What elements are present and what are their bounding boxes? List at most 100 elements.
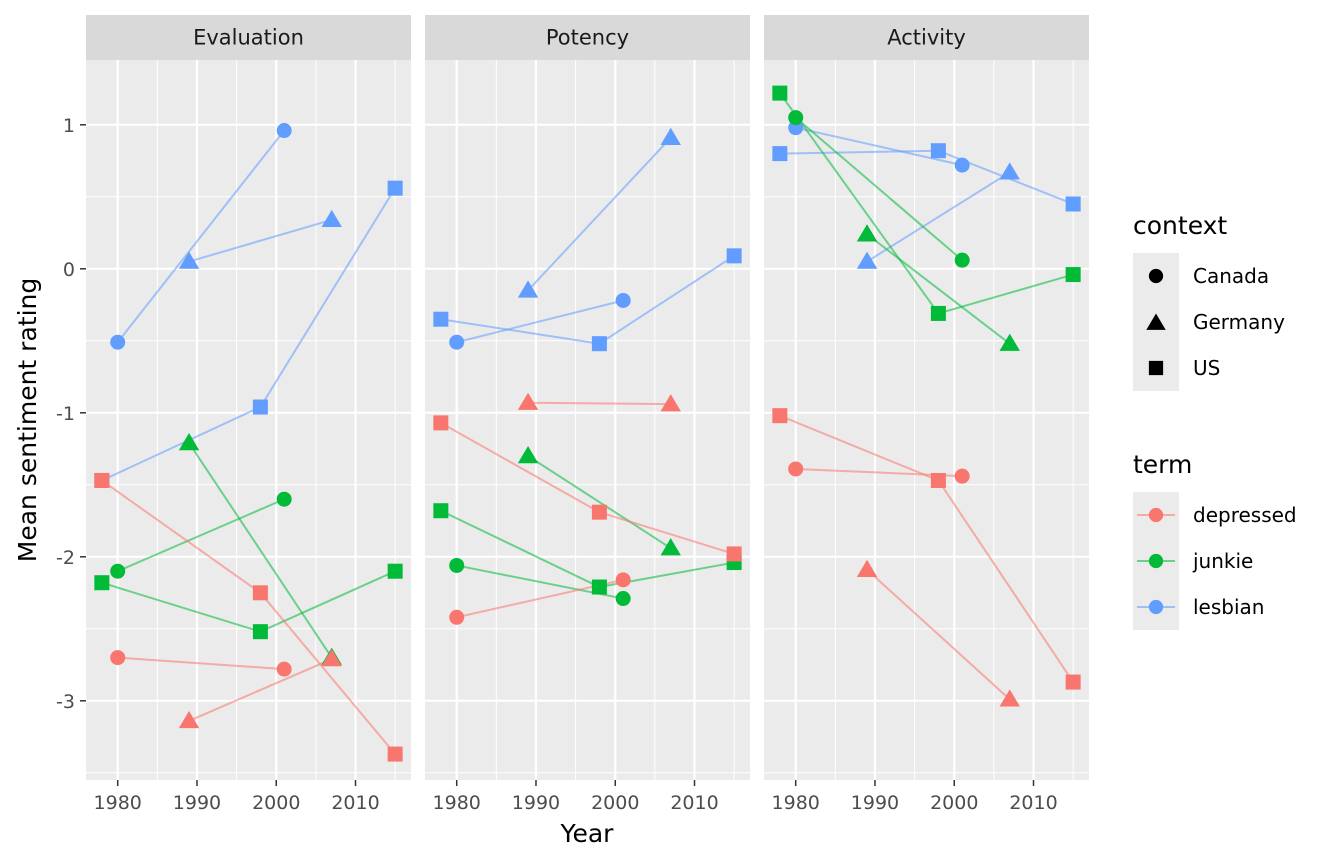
x-tick-label: 1990 — [173, 792, 221, 814]
data-point-junkie-us — [433, 503, 449, 519]
y-axis: 1 0 -1 -2 -3 — [56, 115, 86, 713]
data-point-junkie-us — [930, 305, 946, 321]
legend-title-context: context — [1133, 211, 1227, 240]
data-point-junkie-us — [94, 575, 110, 591]
legend-key-point-depressed — [1148, 507, 1164, 523]
data-point-junkie-canada — [788, 110, 804, 126]
data-point-depressed-canada — [276, 661, 292, 677]
data-point-junkie-us — [772, 85, 788, 101]
legend-key-circle — [1148, 268, 1164, 284]
data-point-junkie-canada — [110, 563, 126, 579]
data-point-lesbian-us — [772, 146, 788, 162]
data-point-lesbian-us — [930, 143, 946, 159]
legend-label-germany: Germany — [1193, 310, 1285, 334]
data-point-junkie-canada — [954, 252, 970, 268]
series-line-depressed-germany — [866, 569, 1011, 701]
data-point-depressed-canada — [954, 468, 970, 484]
data-point-junkie-canada — [615, 591, 631, 607]
data-point-lesbian-germany — [321, 209, 342, 228]
x-tick-label: 1990 — [851, 792, 899, 814]
data-point-depressed-us — [387, 746, 403, 762]
legend-context: context Canada Germany US — [1133, 211, 1285, 391]
data-point-junkie-germany — [999, 333, 1020, 351]
y-tick-label: 1 — [63, 115, 75, 137]
data-point-lesbian-germany — [999, 162, 1020, 180]
data-point-junkie-germany — [517, 446, 539, 464]
panel-background — [764, 60, 1089, 780]
data-point-depressed-us — [772, 408, 788, 424]
facet-panel-activity: Activity — [764, 15, 1089, 780]
x-tick-label: 2010 — [1009, 792, 1057, 814]
y-tick-label: 0 — [63, 259, 75, 281]
panel-background — [425, 60, 750, 780]
data-point-lesbian-canada — [110, 334, 126, 350]
legend-label-depressed: depressed — [1193, 503, 1297, 527]
data-point-lesbian-germany — [660, 127, 681, 145]
data-point-junkie-us — [387, 563, 403, 579]
series-line-lesbian-canada — [456, 299, 624, 344]
data-point-junkie-us — [252, 624, 268, 640]
legend-key-square — [1148, 360, 1164, 376]
data-point-junkie-canada — [449, 557, 465, 573]
data-point-lesbian-us — [591, 336, 607, 352]
x-axis-evaluation: 1980 1990 2000 2010 — [94, 780, 380, 814]
legend-label-canada: Canada — [1193, 264, 1269, 288]
x-tick-label: 2010 — [670, 792, 718, 814]
data-point-junkie-germany — [660, 538, 681, 556]
series-line-lesbian-canada — [795, 126, 963, 167]
legend-key-point-junkie — [1148, 553, 1164, 569]
x-tick-label: 2000 — [591, 792, 639, 814]
data-point-depressed-germany — [517, 392, 539, 410]
data-point-lesbian-canada — [615, 292, 631, 308]
data-point-lesbian-germany — [856, 251, 878, 269]
data-point-depressed-canada — [449, 609, 465, 625]
data-point-depressed-canada — [615, 572, 631, 588]
data-point-lesbian-us — [1065, 196, 1081, 212]
x-axis-title: Year — [560, 819, 615, 848]
series-points — [772, 85, 1081, 707]
data-point-lesbian-us — [433, 311, 449, 327]
legend-title-term: term — [1133, 450, 1192, 479]
data-point-depressed-germany — [178, 710, 200, 729]
data-point-lesbian-canada — [449, 334, 465, 350]
data-point-depressed-germany — [856, 559, 878, 577]
x-tick-label: 2000 — [930, 792, 978, 814]
panel-background — [86, 60, 411, 780]
series-line-depressed-germany — [188, 658, 333, 722]
series-line-junkie-canada — [117, 498, 285, 573]
series-line-junkie-germany — [527, 455, 672, 549]
series-line-junkie-canada — [795, 116, 963, 261]
series-line-lesbian-germany — [527, 137, 672, 292]
data-point-depressed-us — [930, 472, 946, 488]
data-point-lesbian-germany — [517, 280, 539, 298]
facet-strip — [764, 15, 1089, 60]
data-point-lesbian-us — [387, 180, 403, 196]
data-point-depressed-germany — [660, 394, 681, 412]
data-point-depressed-canada — [788, 461, 804, 477]
grid-lines — [764, 60, 1089, 780]
facet-strip — [425, 15, 750, 60]
data-point-depressed-us — [726, 546, 742, 562]
series-line-lesbian-canada — [116, 129, 285, 343]
data-point-depressed-us — [433, 415, 449, 431]
x-tick-label: 1980 — [94, 792, 142, 814]
data-point-depressed-germany — [999, 689, 1020, 707]
x-tick-label: 1980 — [772, 792, 820, 814]
facet-strip-label: Activity — [887, 26, 966, 50]
x-tick-label: 1990 — [512, 792, 560, 814]
data-point-depressed-us — [591, 504, 607, 520]
data-point-junkie-us — [591, 579, 607, 595]
legend-key-point-lesbian — [1148, 599, 1164, 615]
y-tick-label: -2 — [56, 547, 75, 569]
y-axis-title: Mean sentiment rating — [13, 278, 42, 562]
data-point-lesbian-germany — [178, 251, 200, 269]
x-axis-potency: 1980 1990 2000 2010 — [433, 780, 719, 814]
data-point-lesbian-canada — [954, 157, 970, 173]
x-tick-label: 1980 — [433, 792, 481, 814]
series-line-depressed-germany — [528, 401, 671, 406]
legend-label-lesbian: lesbian — [1193, 595, 1264, 619]
data-point-depressed-canada — [110, 650, 126, 666]
